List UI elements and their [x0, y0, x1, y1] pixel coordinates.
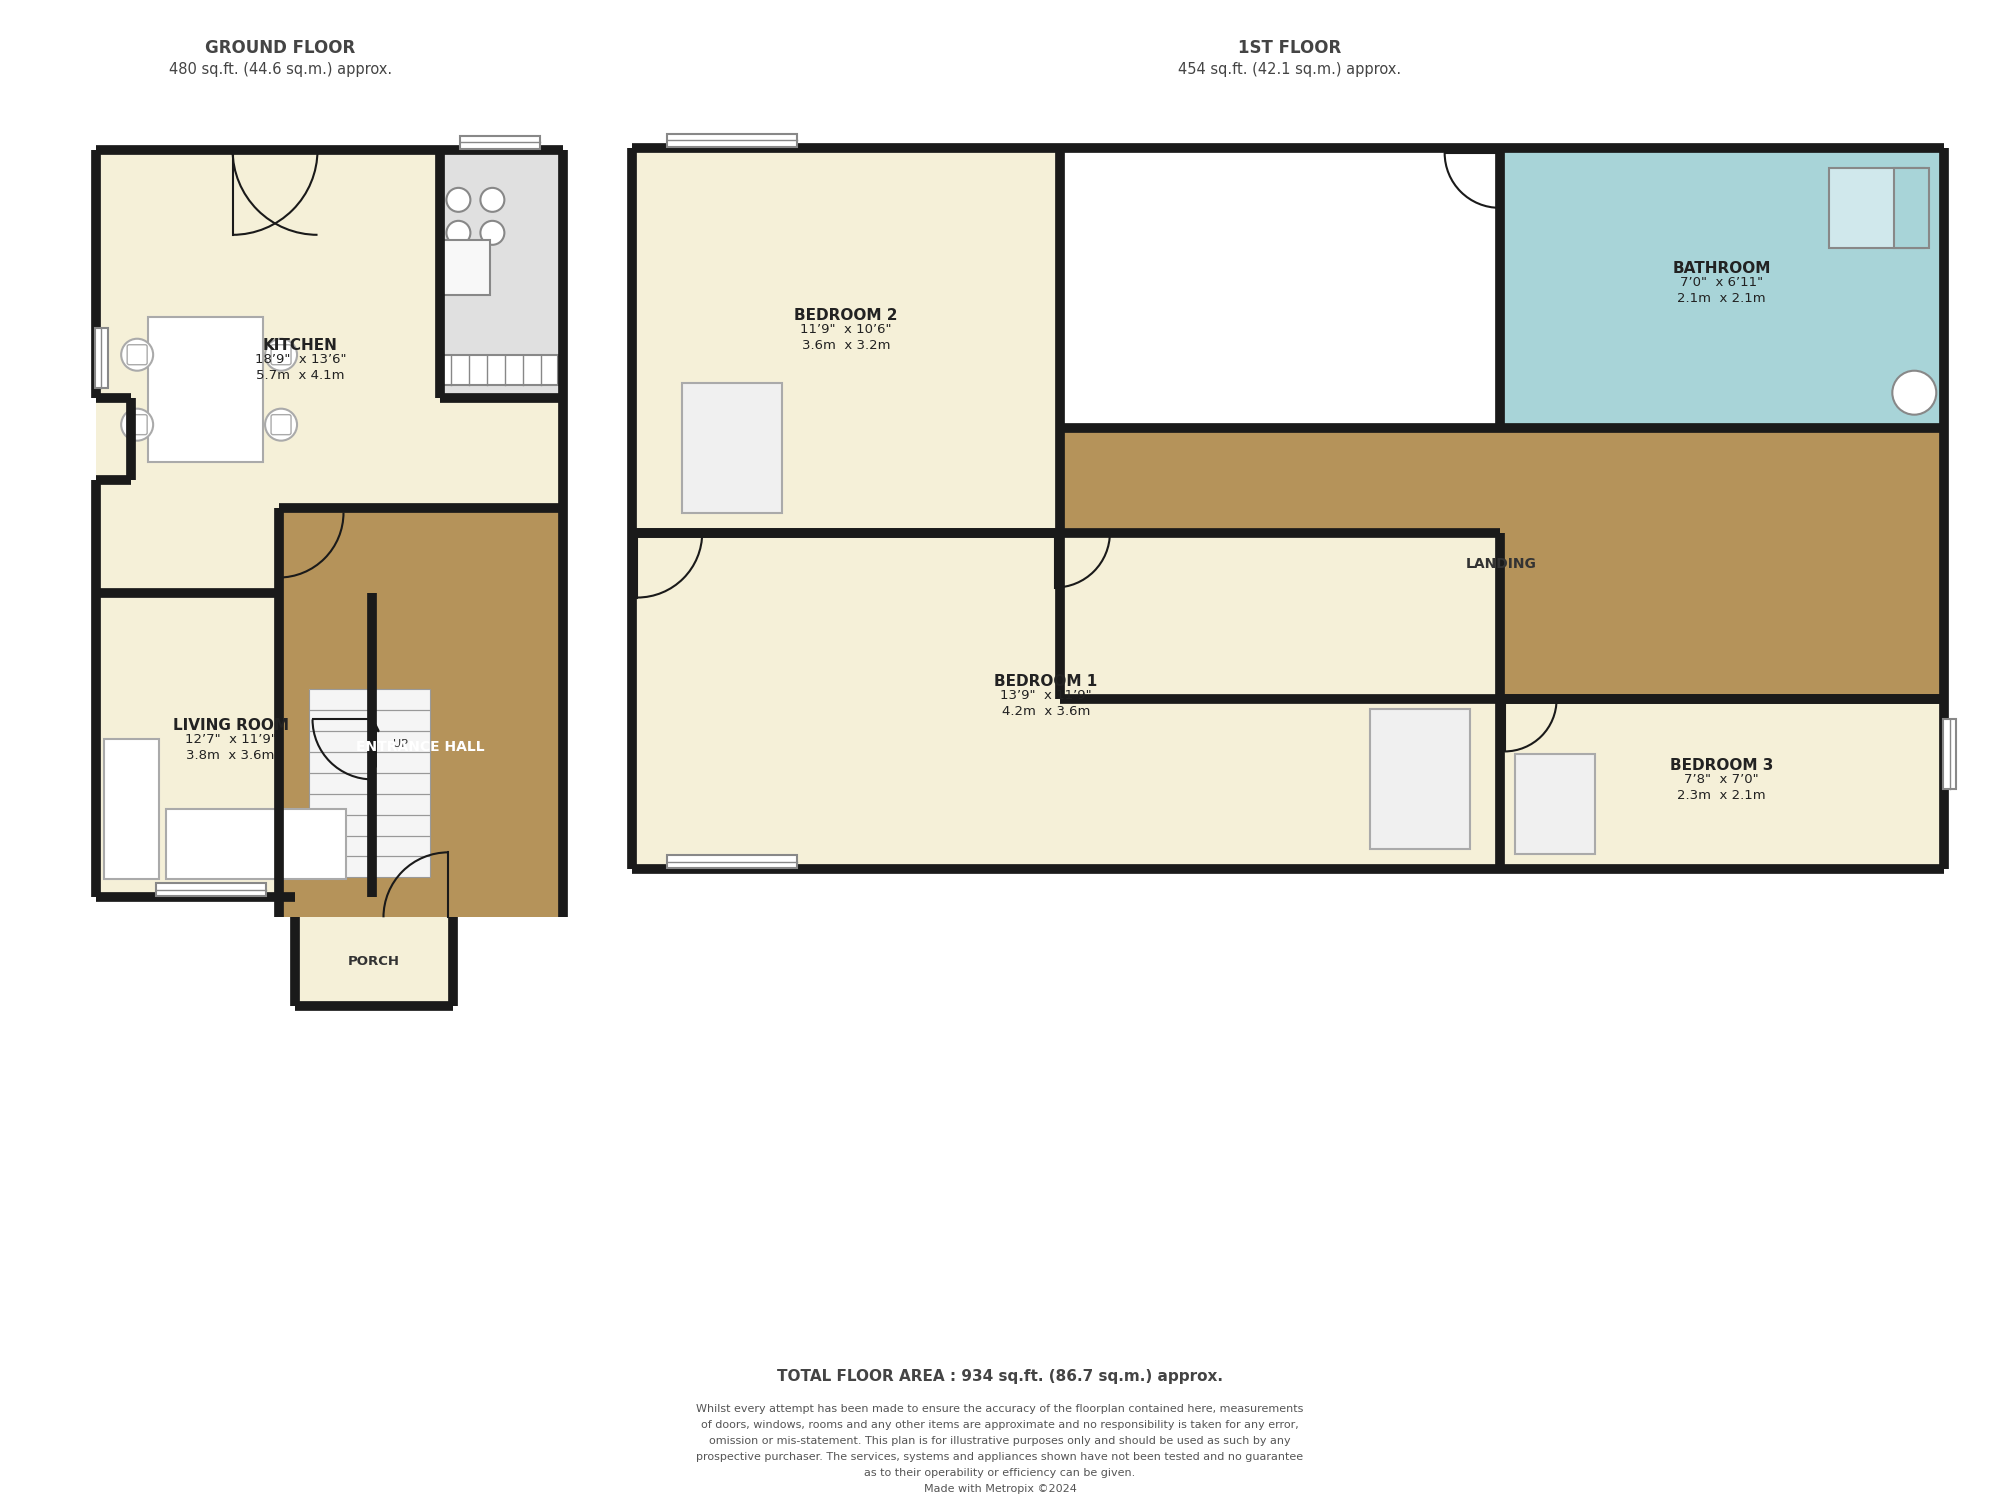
Text: 1ST FLOOR: 1ST FLOOR — [1238, 39, 1342, 57]
Bar — [156, 884, 266, 897]
Text: as to their operability or efficiency can be given.: as to their operability or efficiency ca… — [864, 1468, 1136, 1479]
Text: Made with Metropix ©2024: Made with Metropix ©2024 — [924, 1485, 1076, 1494]
Text: KITCHEN: KITCHEN — [264, 338, 338, 353]
Text: 7’0"  x 6’11": 7’0" x 6’11" — [1680, 277, 1764, 289]
Text: UP: UP — [394, 740, 408, 749]
Bar — [166, 809, 346, 879]
Circle shape — [122, 339, 154, 371]
Bar — [308, 794, 430, 815]
Text: 7’8"  x 7’0": 7’8" x 7’0" — [1684, 773, 1758, 786]
Bar — [440, 239, 490, 295]
Bar — [308, 689, 430, 710]
Text: prospective purchaser. The services, systems and appliances shown have not been : prospective purchaser. The services, sys… — [696, 1452, 1304, 1462]
Circle shape — [480, 188, 504, 212]
Text: omission or mis-statement. This plan is for illustrative purposes only and shoul: omission or mis-statement. This plan is … — [710, 1435, 1290, 1446]
Bar — [308, 836, 430, 857]
Bar — [104, 740, 158, 879]
Text: LANDING: LANDING — [1466, 556, 1538, 571]
Bar — [1500, 700, 1944, 869]
Circle shape — [266, 408, 298, 441]
Bar — [294, 918, 454, 1006]
Text: 3.6m  x 3.2m: 3.6m x 3.2m — [802, 339, 890, 353]
Bar — [668, 855, 798, 869]
Text: TOTAL FLOOR AREA : 934 sq.ft. (86.7 sq.m.) approx.: TOTAL FLOOR AREA : 934 sq.ft. (86.7 sq.m… — [776, 1369, 1224, 1384]
FancyBboxPatch shape — [272, 414, 292, 435]
FancyBboxPatch shape — [128, 414, 148, 435]
Bar — [442, 354, 558, 384]
Text: PORCH: PORCH — [348, 955, 400, 967]
Circle shape — [446, 221, 470, 245]
Circle shape — [122, 408, 154, 441]
Text: 5.7m  x 4.1m: 5.7m x 4.1m — [256, 369, 344, 383]
Text: BATHROOM: BATHROOM — [1672, 262, 1770, 277]
Bar — [278, 508, 564, 918]
Bar — [308, 773, 430, 794]
Bar — [1830, 167, 1924, 248]
Bar — [308, 710, 430, 731]
Bar — [1370, 710, 1470, 849]
Bar — [632, 148, 1060, 532]
Bar — [440, 150, 564, 398]
Circle shape — [480, 221, 504, 245]
Bar — [668, 135, 798, 147]
Text: 480 sq.ft. (44.6 sq.m.) approx.: 480 sq.ft. (44.6 sq.m.) approx. — [168, 63, 392, 78]
Text: 3.8m  x 3.6m: 3.8m x 3.6m — [186, 749, 274, 762]
Bar — [308, 857, 430, 878]
Text: BEDROOM 2: BEDROOM 2 — [794, 308, 898, 323]
Bar — [308, 689, 430, 710]
Bar — [308, 836, 430, 857]
Bar — [96, 150, 564, 592]
Circle shape — [266, 339, 298, 371]
Bar — [96, 592, 372, 897]
Bar — [308, 815, 430, 836]
Text: GROUND FLOOR: GROUND FLOOR — [206, 39, 356, 57]
Bar — [308, 794, 430, 815]
Text: 454 sq.ft. (42.1 sq.m.) approx.: 454 sq.ft. (42.1 sq.m.) approx. — [1178, 63, 1402, 78]
Bar — [308, 710, 430, 731]
Text: 13’9"  x 11’9": 13’9" x 11’9" — [1000, 689, 1092, 703]
Bar — [308, 752, 430, 773]
Text: 12’7"  x 11’9": 12’7" x 11’9" — [184, 733, 276, 746]
Text: 18’9"  x 13’6": 18’9" x 13’6" — [254, 353, 346, 366]
Text: BEDROOM 3: BEDROOM 3 — [1670, 758, 1774, 773]
Circle shape — [446, 188, 470, 212]
Bar — [1500, 148, 1944, 428]
Bar — [1060, 428, 1944, 700]
Bar — [308, 731, 430, 752]
Bar — [308, 752, 430, 773]
Bar — [1894, 167, 1930, 248]
Text: LIVING ROOM: LIVING ROOM — [172, 718, 288, 733]
Bar — [94, 327, 108, 387]
Text: BEDROOM 1: BEDROOM 1 — [994, 674, 1098, 689]
FancyBboxPatch shape — [272, 345, 292, 365]
Bar — [308, 773, 430, 794]
Text: of doors, windows, rooms and any other items are approximate and no responsibili: of doors, windows, rooms and any other i… — [702, 1420, 1298, 1429]
Bar — [460, 136, 540, 150]
Text: 2.1m  x 2.1m: 2.1m x 2.1m — [1678, 292, 1766, 305]
Text: Whilst every attempt has been made to ensure the accuracy of the floorplan conta: Whilst every attempt has been made to en… — [696, 1404, 1304, 1414]
Bar — [308, 815, 430, 836]
Bar — [1514, 755, 1594, 854]
Text: 2.3m  x 2.1m: 2.3m x 2.1m — [1678, 789, 1766, 801]
Bar — [308, 857, 430, 878]
Text: 11’9"  x 10’6": 11’9" x 10’6" — [800, 323, 892, 336]
Bar — [682, 383, 782, 513]
FancyBboxPatch shape — [128, 345, 148, 365]
Text: ENTRANCE HALL: ENTRANCE HALL — [356, 740, 484, 755]
Bar — [148, 317, 264, 462]
Bar — [1944, 719, 1956, 789]
Text: 4.2m  x 3.6m: 4.2m x 3.6m — [1002, 706, 1090, 718]
Circle shape — [1892, 371, 1936, 414]
Bar — [308, 731, 430, 752]
Bar — [632, 532, 1500, 869]
